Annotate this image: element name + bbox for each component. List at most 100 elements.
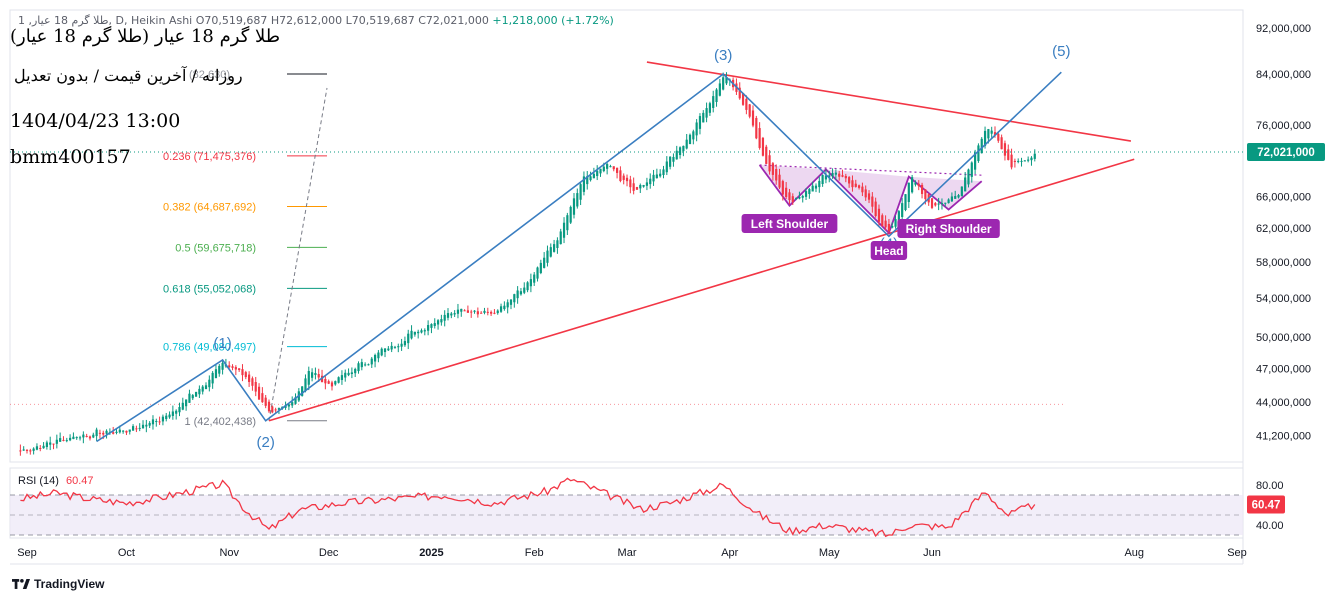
candle-body bbox=[738, 87, 741, 99]
price-axis-tick: 47,000,000 bbox=[1256, 364, 1311, 376]
candle-body bbox=[960, 186, 963, 197]
candle-body bbox=[771, 163, 774, 175]
price-axis-tick: 62,000,000 bbox=[1256, 223, 1311, 235]
candle-body bbox=[417, 331, 420, 334]
candle-body bbox=[751, 110, 755, 126]
fib-level-label: 0.236 (71,475,376) bbox=[163, 151, 256, 163]
candle-body bbox=[552, 244, 556, 252]
candle-body bbox=[838, 173, 841, 177]
trendline[interactable] bbox=[268, 158, 1135, 422]
candle-body bbox=[536, 267, 539, 279]
candle-body bbox=[877, 208, 881, 222]
rsi-title: RSI (14) bbox=[18, 475, 59, 487]
fib-trend-line[interactable] bbox=[268, 87, 328, 421]
right-shoulder-label: Right Shoulder bbox=[906, 222, 992, 236]
candle-body bbox=[980, 138, 983, 154]
candle-body bbox=[370, 358, 373, 365]
candle-body bbox=[125, 430, 128, 433]
candle-body bbox=[403, 341, 407, 346]
candle-body bbox=[433, 323, 436, 326]
candle-body bbox=[539, 262, 542, 274]
symbol-name[interactable]: 1 ,طلا گرم 18 عیار bbox=[18, 14, 109, 27]
candle-body bbox=[324, 378, 327, 384]
price-axis-tick: 50,000,000 bbox=[1256, 332, 1311, 344]
candle-body bbox=[543, 257, 546, 268]
candle-body bbox=[1003, 143, 1007, 156]
head-label-badge[interactable] bbox=[870, 241, 908, 260]
candle-body bbox=[874, 201, 877, 217]
price-axis-tick: 84,000,000 bbox=[1256, 69, 1311, 81]
candle-body bbox=[39, 447, 42, 449]
left-shoulder-label-badge[interactable] bbox=[741, 214, 838, 233]
tradingview-logo[interactable]: TradingView bbox=[12, 577, 104, 591]
fib-level-label: 0.382 (64,687,692) bbox=[163, 202, 256, 214]
candle-body bbox=[781, 181, 784, 195]
candle-body bbox=[546, 250, 549, 263]
candle-body bbox=[1010, 154, 1013, 168]
candle-body bbox=[490, 311, 493, 314]
candle-body bbox=[198, 388, 201, 395]
candle-body bbox=[463, 310, 466, 312]
candle-body bbox=[569, 206, 572, 223]
candle-body bbox=[78, 437, 82, 439]
candle-body bbox=[678, 147, 682, 156]
rsi-line[interactable] bbox=[20, 477, 1036, 538]
neckline[interactable] bbox=[759, 164, 982, 176]
candle-body bbox=[983, 130, 987, 146]
candle-body bbox=[350, 372, 353, 375]
candle-body bbox=[828, 175, 831, 178]
candle-body bbox=[503, 305, 506, 310]
candle-body bbox=[261, 393, 264, 403]
candle-body bbox=[1017, 160, 1020, 162]
candle-body bbox=[32, 448, 35, 451]
candle-body bbox=[715, 89, 718, 103]
rsi-last-badge bbox=[1247, 495, 1285, 514]
time-axis-tick: Dec bbox=[319, 547, 339, 559]
candle-body bbox=[486, 311, 489, 313]
elliott-wave-line[interactable] bbox=[96, 71, 1062, 443]
candle-body bbox=[824, 175, 828, 180]
candle-body bbox=[685, 139, 688, 149]
candle-body bbox=[267, 401, 271, 412]
left-shoulder-label: Left Shoulder bbox=[751, 217, 829, 231]
candle-body bbox=[556, 240, 559, 248]
candle-body bbox=[204, 385, 208, 390]
candle-body bbox=[775, 169, 778, 181]
candle-body bbox=[1013, 160, 1016, 162]
candle-body bbox=[765, 146, 768, 164]
right-shoulder-label-badge[interactable] bbox=[897, 219, 1000, 238]
candle-body bbox=[373, 354, 377, 362]
candle-body bbox=[884, 220, 887, 228]
candle-body bbox=[778, 174, 781, 188]
candle-body bbox=[761, 137, 765, 156]
candle-body bbox=[917, 183, 920, 187]
candle-body bbox=[516, 290, 519, 299]
candle-body bbox=[698, 116, 702, 129]
candle-body bbox=[937, 203, 940, 205]
rsi-axis-tick: 80.00 bbox=[1256, 480, 1284, 492]
candle-body bbox=[62, 439, 65, 441]
candle-body bbox=[702, 112, 705, 123]
candle-body bbox=[453, 313, 456, 315]
candle-body bbox=[708, 103, 712, 113]
candle-body bbox=[559, 231, 562, 245]
candle-body bbox=[430, 324, 433, 328]
candle-body bbox=[814, 185, 818, 189]
price-axis-tick: 41,200,000 bbox=[1256, 430, 1311, 442]
candle-body bbox=[496, 310, 499, 314]
candle-body bbox=[145, 424, 148, 427]
candle-body bbox=[367, 364, 370, 366]
candle-body bbox=[841, 175, 844, 177]
candle-body bbox=[526, 282, 529, 291]
price-axis-tick: 54,000,000 bbox=[1256, 293, 1311, 305]
candle-body bbox=[629, 179, 632, 188]
candle-body bbox=[49, 442, 52, 445]
candle-body bbox=[118, 429, 121, 433]
candle-body bbox=[393, 346, 397, 348]
head-shoulders-pattern[interactable] bbox=[758, 164, 983, 235]
tradingview-icon bbox=[12, 579, 30, 589]
candle-body bbox=[307, 370, 310, 385]
candle-body bbox=[443, 314, 446, 321]
trendline[interactable] bbox=[646, 61, 1132, 142]
